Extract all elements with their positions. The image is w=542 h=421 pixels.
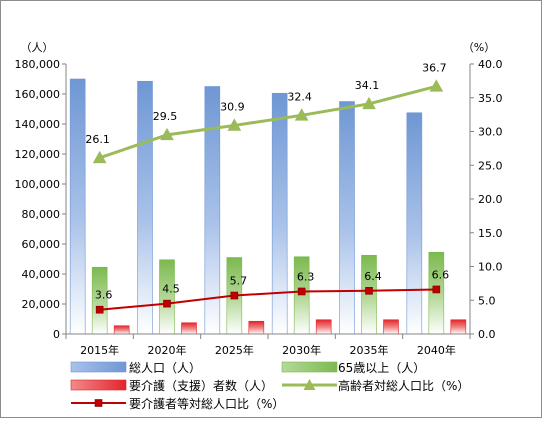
y-right-tick-label: 40.0 <box>478 58 503 71</box>
legend-swatch-care-needed <box>70 379 127 391</box>
data-label-elderly-ratio: 32.4 <box>287 90 312 103</box>
y-left-tick-label: 80,000 <box>22 208 61 221</box>
y-left-tick-label: 120,000 <box>15 148 61 161</box>
line-elderly-ratio <box>99 84 437 160</box>
bar-total-population <box>339 101 355 335</box>
x-category-label: 2015年 <box>80 343 119 357</box>
point-care-ratio <box>365 286 373 295</box>
data-label-care-ratio: 6.3 <box>297 270 315 283</box>
y-right-tick-label: 20.0 <box>478 193 503 206</box>
bar-total-population <box>137 80 153 335</box>
x-category-label: 2020年 <box>148 343 187 357</box>
data-label-care-ratio: 6.6 <box>432 268 450 281</box>
point-elderly-ratio <box>92 150 107 164</box>
data-label-elderly-ratio: 34.1 <box>355 79 380 92</box>
y-left-tick-label: 0 <box>53 328 60 341</box>
bar-care-needed <box>450 319 467 335</box>
bar-aged-65-plus <box>361 254 377 335</box>
legend-marker-care-ratio <box>94 399 103 407</box>
data-label-care-ratio: 3.6 <box>95 289 113 302</box>
point-care-ratio <box>297 287 306 296</box>
legend-label-care-ratio: 要介護者等対総人口比（%） <box>129 396 284 411</box>
y-left-tick-label: 100,000 <box>15 178 61 191</box>
x-category-label: 2030年 <box>282 343 321 357</box>
y-right-tick-label: 30.0 <box>478 126 503 139</box>
bar-total-population <box>406 112 423 335</box>
bar-aged-65-plus <box>159 259 175 335</box>
legend-swatch-aged-65-plus <box>281 361 338 373</box>
point-care-ratio <box>95 305 104 314</box>
legend-label-total-population: 総人口（人） <box>129 361 201 375</box>
data-label-care-ratio: 5.7 <box>230 275 248 288</box>
point-elderly-ratio <box>160 127 174 141</box>
data-label-elderly-ratio: 26.1 <box>85 133 110 146</box>
y-right-tick-label: 10.0 <box>478 261 503 274</box>
legend-label-elderly-ratio: 高齢者対総人口比（%） <box>338 378 469 393</box>
data-label-care-ratio: 6.4 <box>364 270 382 283</box>
bar-care-needed <box>315 319 332 335</box>
bar-aged-65-plus <box>293 256 310 335</box>
x-category-label: 2025年 <box>215 343 254 357</box>
bar-care-needed <box>113 325 130 335</box>
y-right-tick-label: 15.0 <box>478 227 503 240</box>
point-elderly-ratio <box>429 79 444 92</box>
point-elderly-ratio <box>362 96 376 110</box>
bar-total-population <box>271 92 288 335</box>
point-care-ratio <box>230 291 239 300</box>
y-right-tick-label: 35.0 <box>478 92 503 105</box>
y-left-tick-label: 180,000 <box>15 58 61 71</box>
y-right-unit-label: （%） <box>463 41 495 54</box>
bar-care-needed <box>181 322 197 335</box>
y-left-tick-label: 40,000 <box>22 268 61 281</box>
x-category-label: 2035年 <box>350 343 389 357</box>
data-label-elderly-ratio: 30.9 <box>220 100 245 113</box>
data-label-care-ratio: 4.5 <box>162 283 180 296</box>
bar-total-population <box>69 78 86 335</box>
y-right-tick-label: 5.0 <box>478 294 496 307</box>
bar-care-needed <box>383 319 399 335</box>
legend-label-aged-65-plus: 65歳以上（人） <box>338 361 425 375</box>
y-left-tick-label: 140,000 <box>15 118 61 131</box>
data-label-elderly-ratio: 36.7 <box>422 61 447 74</box>
point-care-ratio <box>163 299 171 308</box>
legend-label-care-needed: 要介護（支援）者数（人） <box>129 378 273 393</box>
y-left-unit-label: （人） <box>21 41 54 54</box>
bar-care-needed <box>248 320 265 335</box>
y-right-tick-label: 25.0 <box>478 159 503 172</box>
legend-swatch-total-population <box>70 361 127 373</box>
point-elderly-ratio <box>227 118 242 131</box>
y-right-tick-label: 0.0 <box>478 328 496 341</box>
data-label-elderly-ratio: 29.5 <box>153 110 178 123</box>
legend-marker-elderly-ratio <box>303 379 316 390</box>
point-elderly-ratio <box>294 108 309 121</box>
y-left-tick-label: 20,000 <box>22 298 61 311</box>
y-left-tick-label: 160,000 <box>15 88 61 101</box>
x-category-label: 2040年 <box>417 343 456 357</box>
point-care-ratio <box>432 285 441 294</box>
y-left-tick-label: 60,000 <box>22 238 61 251</box>
line-care-ratio <box>99 288 437 311</box>
